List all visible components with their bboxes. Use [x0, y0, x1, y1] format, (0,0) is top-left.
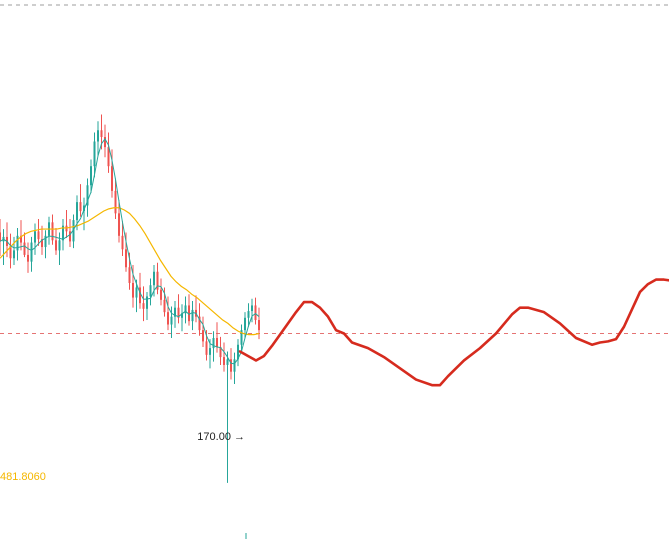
candle-body	[153, 271, 155, 286]
candle-body	[247, 311, 250, 318]
candle-body	[219, 346, 222, 358]
candle-body	[121, 235, 124, 250]
candle-body	[191, 309, 194, 322]
candle-body	[9, 245, 12, 259]
candle-body	[149, 285, 152, 297]
candle-body	[177, 307, 180, 318]
candle-body	[16, 235, 19, 251]
candle-body	[125, 249, 127, 268]
ma-slow-line	[0, 207, 260, 336]
candle-body	[174, 307, 176, 317]
candle-body	[97, 130, 99, 142]
candle-body	[0, 232, 1, 242]
candle-body	[139, 287, 141, 304]
candle-body	[251, 305, 253, 312]
candle-body	[51, 222, 54, 241]
candle-body	[146, 296, 148, 309]
candle-body	[254, 305, 257, 321]
candle-body	[20, 235, 22, 243]
candle-body	[44, 235, 47, 248]
candle-body	[244, 317, 246, 331]
candle-body	[55, 240, 57, 251]
candle-body	[34, 231, 36, 243]
candle-body	[104, 136, 106, 148]
candle-body	[170, 316, 173, 325]
candle-body	[205, 341, 208, 355]
candle-body	[37, 231, 40, 240]
candle-body	[118, 213, 120, 236]
candle-body	[86, 185, 89, 206]
candle-body	[237, 344, 239, 360]
candle-body	[209, 348, 211, 355]
candle-body	[188, 305, 190, 322]
candle-body	[142, 303, 145, 309]
candle-body	[181, 313, 183, 318]
candle-body	[223, 357, 225, 365]
candle-body	[160, 289, 162, 300]
candles-group	[0, 114, 260, 483]
candle-body	[202, 330, 204, 342]
candle-body	[62, 225, 64, 241]
candle-body	[72, 220, 75, 242]
candle-body	[198, 316, 201, 331]
candle-body	[163, 299, 166, 313]
candle-body	[69, 231, 71, 242]
ma-value-label: 481.8060	[0, 471, 46, 483]
candle-body	[167, 312, 169, 325]
candle-body	[216, 337, 218, 347]
ma-fast-line	[0, 138, 260, 365]
candle-body	[128, 267, 131, 283]
candle-body	[79, 202, 82, 212]
candle-body	[76, 202, 78, 221]
candle-body	[100, 130, 103, 137]
hand-drawn-projection[interactable]	[238, 278, 669, 387]
candle-body	[30, 242, 33, 262]
candle-body	[156, 271, 159, 290]
candle-body	[230, 359, 232, 372]
candle-body	[212, 337, 215, 349]
low-price-marker: 170.00 →	[197, 431, 245, 443]
candle-body	[184, 305, 187, 314]
candle-body	[90, 166, 92, 186]
candle-body	[27, 254, 29, 262]
candle-body	[58, 240, 61, 251]
candle-body	[107, 147, 110, 167]
candle-body	[258, 320, 260, 331]
candle-body	[114, 190, 117, 214]
candle-body	[111, 166, 113, 191]
candle-body	[135, 287, 138, 298]
candle-body	[23, 242, 26, 255]
candle-body	[226, 359, 229, 365]
candle-body	[83, 205, 85, 212]
candle-body	[132, 282, 134, 298]
candle-body	[41, 239, 43, 248]
candle-body	[13, 250, 15, 259]
candle-body	[93, 141, 96, 167]
candle-body	[240, 330, 243, 345]
candle-body	[233, 359, 236, 372]
